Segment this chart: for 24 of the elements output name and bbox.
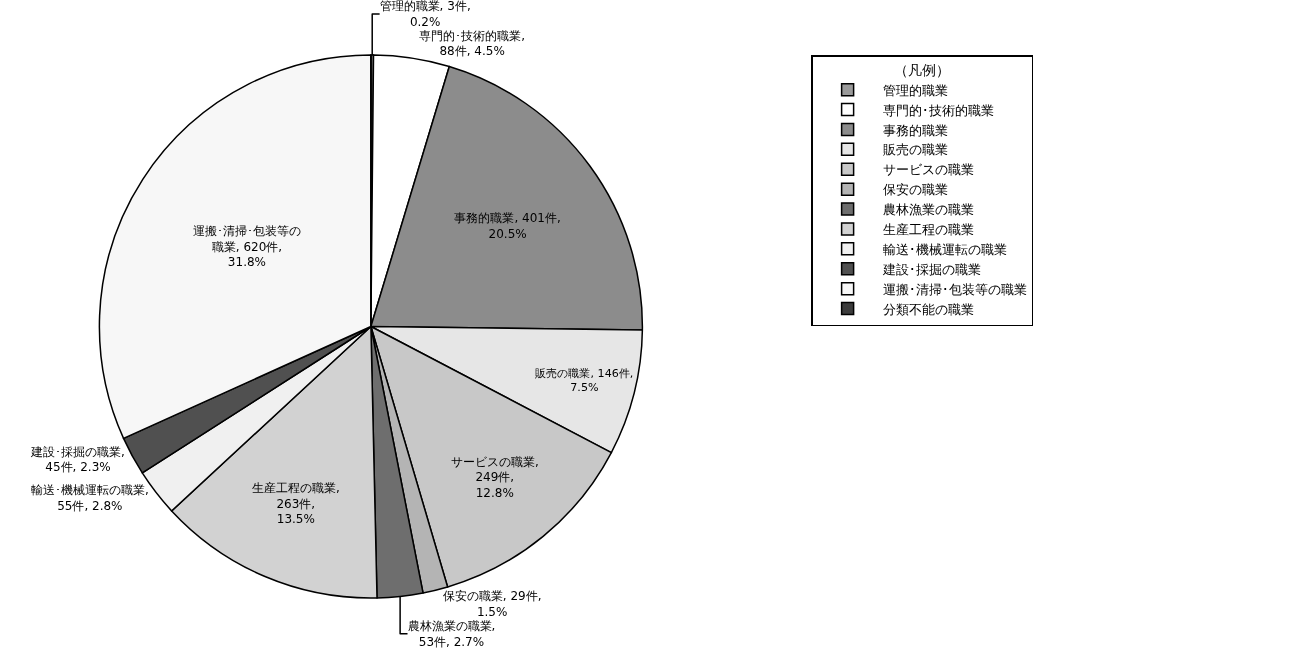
legend-label: 生産工程の職業 <box>882 222 974 238</box>
data-label: サービスの職業, 249件, 12.8% <box>450 454 539 501</box>
data-label: 運搬･清掃･包装等の職業, 620件, 31.8% <box>192 223 301 270</box>
legend-label: 販売の職業 <box>882 142 948 158</box>
legend-label: 建設･採掘の職業 <box>881 261 981 277</box>
legend-label: サービスの職業 <box>882 162 974 178</box>
data-label: 建設･採掘の職業, 45件, 2.3% <box>30 444 125 475</box>
legend-label: 管理的職業 <box>882 82 948 98</box>
legend-title: （凡例） <box>894 61 951 78</box>
legend-label: 分類不能の職業 <box>882 301 974 317</box>
data-label: 保安の職業, 29件, 1.5% <box>442 589 542 619</box>
legend-label: 農林漁業の職業 <box>882 202 974 218</box>
data-label: 生産工程の職業, 263件, 13.5% <box>251 481 340 527</box>
data-label: 管理的職業, 3件, 0.2% <box>379 0 471 29</box>
legend-label: 運搬･清掃･包装等の職業 <box>882 281 1027 297</box>
data-label: 農林漁業の職業, 53件, 2.7% <box>407 619 496 649</box>
data-label: 販売の職業, 146件, 7.5% <box>535 367 634 395</box>
legend-label: 専門的･技術的職業 <box>882 102 994 118</box>
legend-label: 事務的職業 <box>882 122 948 138</box>
legend-label: 保安の職業 <box>882 182 948 198</box>
data-label: 輸送･機械運転の職業, 55件, 2.8% <box>30 483 149 513</box>
legend-label: 輸送･機械運転の職業 <box>882 241 1007 257</box>
data-label: 専門的･技術的職業, 88件, 4.5% <box>419 28 526 59</box>
data-label: 事務的職業, 401件, 20.5% <box>454 211 561 242</box>
